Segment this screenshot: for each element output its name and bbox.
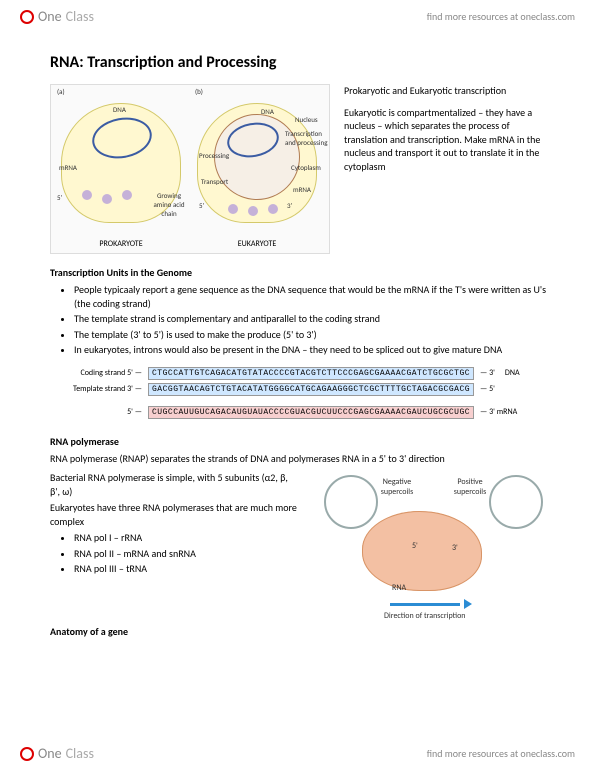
page-content: RNA: Transcription and Processing (a) (b… (0, 33, 595, 692)
seq-mrna-val: CUGCCAUUGUCAGACAUGUAUACCCCGUACGUCUUCCCGA… (148, 406, 474, 419)
sec3-heading: Anatomy of a gene (50, 625, 555, 638)
dna-loop-icon (224, 119, 281, 162)
page-title: RNA: Transcription and Processing (50, 53, 555, 72)
ribosome-icon (122, 190, 132, 200)
brand-class: Class (66, 745, 94, 762)
page-header: OneClass find more resources at oneclass… (0, 0, 595, 33)
list-item: RNA pol III – tRNA (74, 562, 300, 576)
seq-coding-label: Coding strand 5' — (50, 368, 142, 378)
seq-mrna-label: 5' — (50, 407, 142, 417)
label-aa: Growing amino acid chain (149, 191, 189, 218)
ribosome-icon (82, 190, 92, 200)
sec2-list: RNA pol I – rRNA RNA pol II – mRNA and s… (50, 531, 300, 576)
supercoil-neg-icon (324, 475, 378, 529)
label-processing: Processing (199, 151, 229, 160)
caption-euk: EUKARYOTE (197, 239, 317, 249)
seq-template: Template strand 3' — GACGGTAACAGTCTGTACA… (50, 383, 555, 396)
label-5prime: 5' (57, 193, 62, 202)
figure-rnapol: Negative supercoils Positive supercoils … (312, 471, 555, 611)
list-item: RNA pol II – mRNA and snRNA (74, 547, 300, 561)
seq-end5: — 5' (480, 384, 495, 394)
ribosome-icon (268, 204, 278, 214)
seq-coding-val: CTGCCATTGTCAGACATGTATACCCCGTACGTCTTCCCGA… (148, 367, 474, 380)
arrow-head-icon (464, 599, 472, 609)
seq-template-val: GACGGTAACAGTCTGTACATATGGGGCATGCAGAAGGGCT… (148, 383, 474, 396)
brand-logo: OneClass (20, 745, 94, 762)
label-pos: Positive supercoils (445, 477, 495, 497)
label-mrna2: mRNA (293, 185, 311, 194)
rnapol-blob-icon (362, 511, 482, 591)
list-item: The template strand is complementary and… (74, 312, 555, 326)
rnapol-text: Bacterial RNA polymerase is simple, with… (50, 471, 300, 611)
dna-loop-icon (89, 113, 155, 163)
figure-prok-euk: (a) (b) DNA mRNA 5' Growing amino acid c… (50, 84, 330, 254)
seq-coding: Coding strand 5' — CTGCCATTGTCAGACATGTAT… (50, 367, 555, 380)
sec2-p2: Bacterial RNA polymerase is simple, with… (50, 471, 300, 498)
label-nucleus: Nucleus (295, 115, 318, 124)
label-transport: Transport (201, 177, 228, 186)
seq-mrna: 5' — CUGCCAUUGUCAGACAUGUAUACCCCGUACGUCUU… (50, 406, 555, 419)
arrow-line-icon (390, 603, 460, 606)
footer-link[interactable]: find more resources at oneclass.com (427, 747, 575, 760)
label-5prime2: 5' (199, 201, 204, 210)
header-link[interactable]: find more resources at oneclass.com (427, 10, 575, 23)
list-item: RNA pol I – rRNA (74, 531, 300, 545)
brand-class: Class (66, 8, 94, 25)
sec1-list: People typicaaly report a gene sequence … (50, 283, 555, 357)
label-3prime: 3' (287, 201, 292, 210)
page-footer: OneClass find more resources at oneclass… (0, 737, 595, 770)
seq-end3: — 3' (480, 368, 495, 378)
ribosome-icon (228, 204, 238, 214)
rnapol-row: Bacterial RNA polymerase is simple, with… (50, 471, 555, 611)
seq-dna-brace: DNA (505, 368, 520, 378)
label-5p: 5' (412, 541, 418, 551)
intro-heading: Prokaryotic and Eukaryotic transcription (344, 84, 555, 98)
seq-template-label: Template strand 3' — (50, 384, 142, 394)
intro-row: (a) (b) DNA mRNA 5' Growing amino acid c… (50, 84, 555, 254)
label-direction: Direction of transcription (384, 611, 465, 621)
supercoil-pos-icon (489, 475, 543, 529)
intro-p1: Eukaryotic is compartmentalized – they h… (344, 106, 555, 174)
list-item: People typicaaly report a gene sequence … (74, 283, 555, 310)
sec2-p1: RNA polymerase (RNAP) separates the stra… (50, 452, 555, 466)
label-neg: Negative supercoils (372, 477, 422, 497)
label-3p: 3' (452, 543, 458, 553)
sec1-heading: Transcription Units in the Genome (50, 266, 555, 279)
ribosome-icon (102, 194, 112, 204)
ribosome-icon (248, 206, 258, 216)
caption-prok: PROKARYOTE (61, 239, 181, 249)
seq-mrna-end: — 3' mRNA (480, 407, 517, 417)
label-mrna: mRNA (59, 163, 77, 172)
label-rna: RNA (392, 583, 406, 593)
label-a: (a) (57, 87, 65, 96)
intro-text: Prokaryotic and Eukaryotic transcription… (344, 84, 555, 254)
figure-sequences: Coding strand 5' — CTGCCATTGTCAGACATGTAT… (50, 367, 555, 419)
sec2-p3: Eukaryotes have three RNA polymerases th… (50, 501, 300, 528)
logo-circle-icon (20, 10, 34, 24)
brand-one: One (38, 8, 62, 25)
label-dna2: DNA (261, 107, 274, 116)
label-cytoplasm: Cytoplasm (291, 163, 321, 172)
list-item: In eukaryotes, introns would also be pre… (74, 343, 555, 357)
list-item: The template (3' to 5') is used to make … (74, 328, 555, 342)
transcription-arrow (390, 599, 472, 609)
brand-one: One (38, 745, 62, 762)
brand-logo: OneClass (20, 8, 94, 25)
sec2-heading: RNA polymerase (50, 435, 555, 448)
label-trans-proc: Transcription and processing (285, 129, 331, 147)
label-dna: DNA (113, 105, 126, 114)
logo-circle-icon (20, 747, 34, 761)
label-b: (b) (195, 87, 203, 96)
